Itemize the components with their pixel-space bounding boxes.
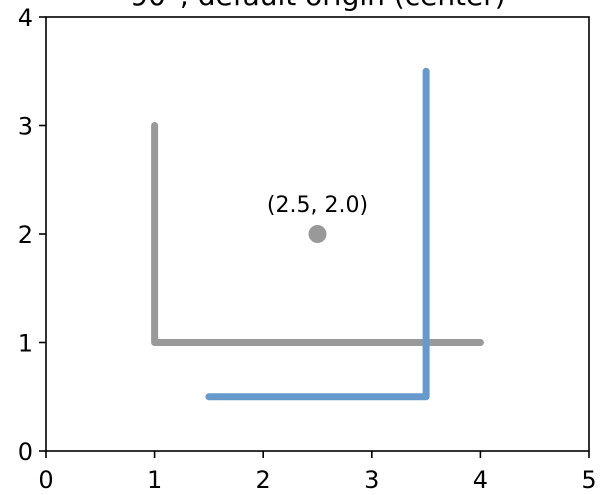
series-line-2 (205, 67, 430, 401)
x-tick-label: 4 (473, 466, 488, 494)
x-tick-label: 2 (256, 466, 271, 494)
y-tick-label: 0 (18, 438, 33, 466)
x-tick-label: 3 (364, 466, 379, 494)
x-tick-label: 0 (38, 466, 53, 494)
y-tick-label: 4 (18, 4, 33, 32)
axes: 0 1 2 3 4 5 0 1 2 3 4 (18, 4, 597, 494)
marker-label-1: (2.5, 2.0) (267, 193, 368, 218)
chart-title: 90°, default origin (center) (130, 0, 505, 12)
marker-point-1 (308, 225, 327, 243)
series-line-1 (151, 122, 484, 346)
y-tick-label: 2 (18, 221, 33, 249)
x-tick-label: 1 (147, 466, 162, 494)
x-tick-label: 5 (581, 466, 596, 494)
plot-area: (2.5, 2.0) (151, 67, 484, 401)
y-tick-label: 3 (18, 113, 33, 141)
y-tick-label: 1 (18, 330, 33, 358)
